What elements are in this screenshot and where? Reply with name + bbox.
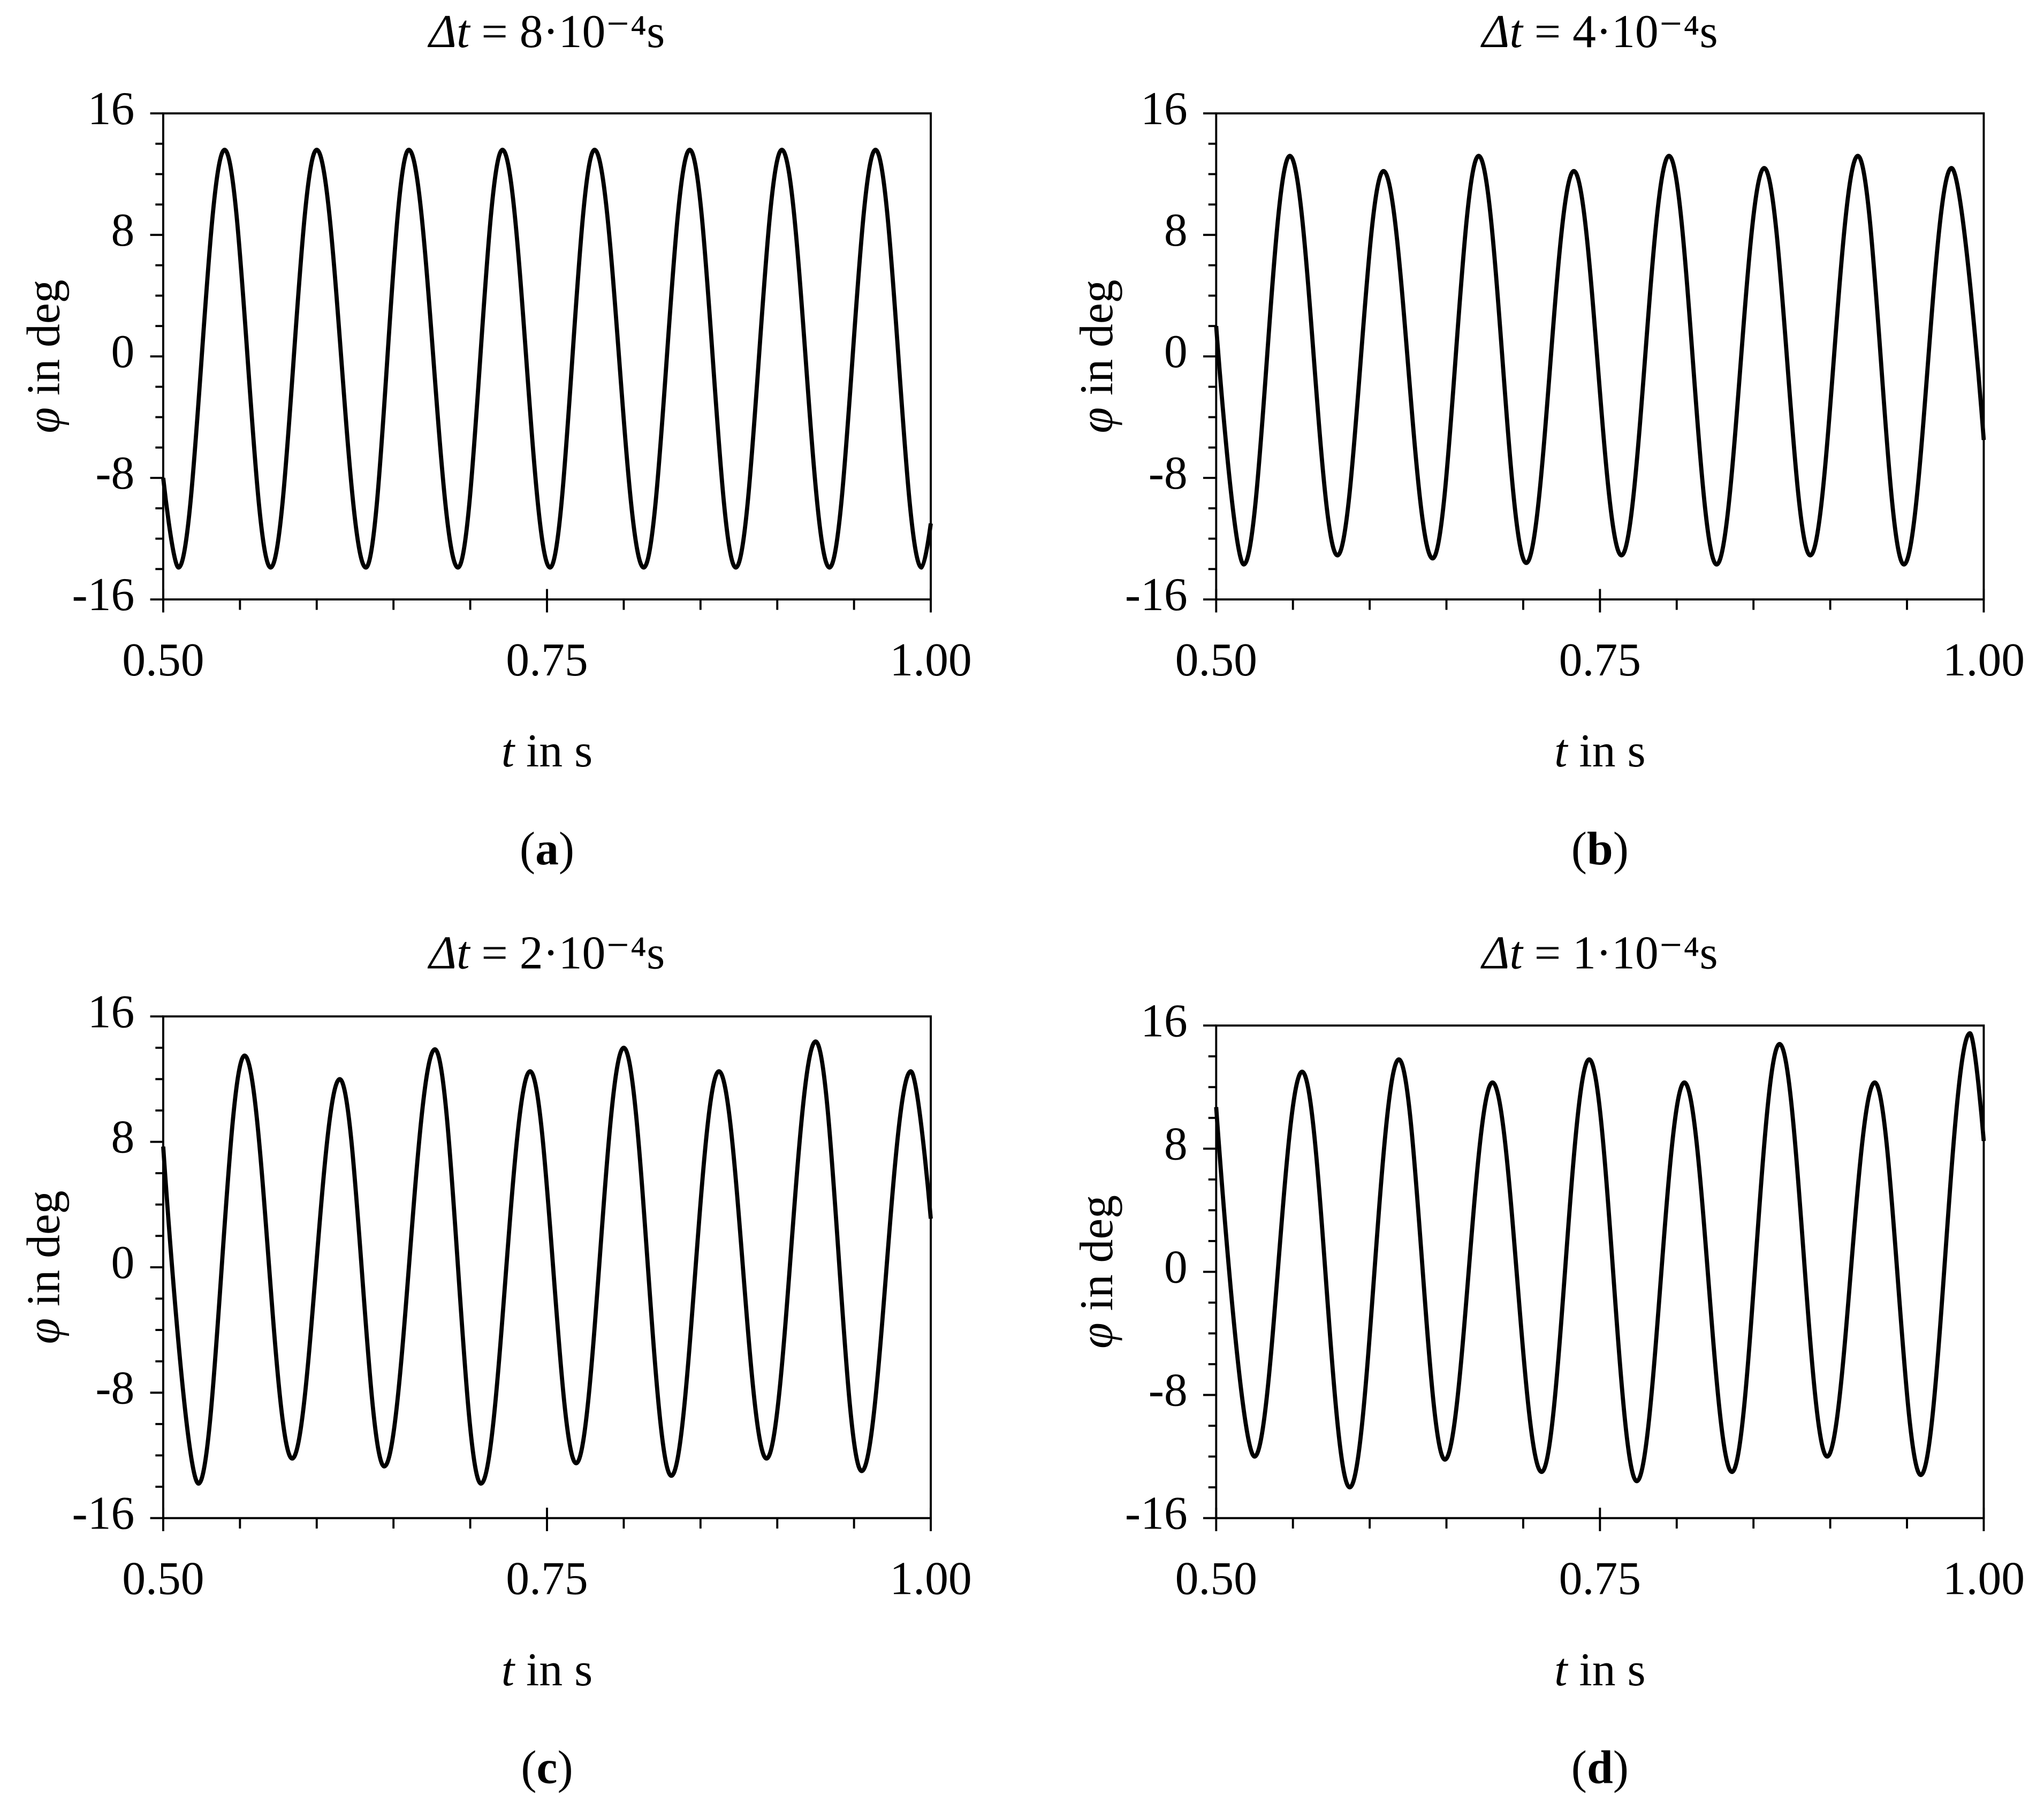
y-tick-label: -16 (72, 1487, 135, 1539)
y-tick-label: 0 (1164, 1241, 1188, 1293)
panel-label: (d) (1571, 1741, 1629, 1793)
panel-label: (a) (520, 823, 574, 874)
panel-label: (c) (521, 1741, 573, 1793)
x-axis-label: t in s (501, 1644, 592, 1695)
x-tick-label: 0.75 (506, 1552, 588, 1604)
x-axis-label: t in s (1554, 1644, 1645, 1695)
data-line (1214, 1031, 1986, 1489)
data-line (1214, 154, 1986, 567)
panel: Δt = 8·10⁻⁴s -16 -8 0 8 16 0.50 0.75 1.00 t in s φ… (18, 5, 972, 874)
x-tick-label: 1.00 (890, 1552, 971, 1604)
x-tick-label: 0.75 (1559, 1552, 1641, 1604)
y-axis-label: φ in deg (18, 1190, 70, 1344)
panel: Δt = 2·10⁻⁴s -16 -8 0 8 16 0.50 0.75 1.00 t in s φ… (18, 927, 972, 1793)
y-tick-label: 0 (1164, 325, 1188, 377)
panel-label: (b) (1571, 823, 1629, 874)
y-axis-label: φ in deg (1070, 1195, 1122, 1349)
chart-title: Δt = 8·10⁻⁴s (428, 5, 665, 57)
data-line (161, 1039, 933, 1486)
panel: Δt = 4·10⁻⁴s -16 -8 0 8 16 0.50 0.75 1.00 t in s φ… (1070, 5, 2025, 874)
y-tick-label: 16 (88, 82, 135, 134)
x-tick-label: 0.75 (506, 634, 588, 686)
y-tick-label: -8 (1149, 1364, 1188, 1416)
y-tick-label: 0 (111, 325, 135, 377)
x-tick-label: 1.00 (1943, 634, 2025, 686)
chart-title: Δt = 4·10⁻⁴s (1480, 5, 1718, 57)
y-tick-label: 8 (111, 1111, 135, 1163)
plot-frame (162, 1015, 932, 1519)
y-tick-label: -16 (1125, 568, 1188, 620)
x-tick-label: 0.75 (1559, 634, 1641, 686)
x-tick-label: 0.50 (122, 634, 204, 686)
x-tick-label: 1.00 (890, 634, 971, 686)
y-tick-label: -8 (1149, 447, 1188, 499)
y-axis-label: φ in deg (18, 279, 70, 433)
y-tick-label: -8 (95, 447, 134, 499)
y-tick-label: -16 (1125, 1487, 1188, 1539)
y-tick-label: 8 (1164, 1117, 1188, 1169)
x-tick-label: 0.50 (1175, 634, 1257, 686)
chart-title: Δt = 2·10⁻⁴s (428, 927, 665, 979)
y-axis-label: φ in deg (1070, 279, 1122, 433)
x-tick-label: 0.50 (1175, 1552, 1257, 1604)
y-tick-label: -8 (95, 1362, 134, 1413)
data-line (161, 148, 933, 570)
y-tick-label: 16 (1141, 994, 1188, 1046)
x-axis-label: t in s (501, 725, 592, 777)
y-tick-label: 16 (1141, 82, 1188, 134)
y-tick-label: 16 (88, 985, 135, 1037)
chart-title: Δt = 1·10⁻⁴s (1480, 927, 1718, 979)
y-tick-label: 0 (111, 1236, 135, 1288)
x-tick-label: 0.50 (122, 1552, 204, 1604)
y-tick-label: 8 (111, 204, 135, 256)
y-tick-label: 8 (1164, 204, 1188, 256)
x-tick-label: 1.00 (1943, 1552, 2025, 1604)
y-tick-label: -16 (72, 568, 135, 620)
x-axis-label: t in s (1554, 725, 1645, 777)
panel: Δt = 1·10⁻⁴s -16 -8 0 8 16 0.50 0.75 1.00 t in s φ… (1070, 927, 2025, 1793)
